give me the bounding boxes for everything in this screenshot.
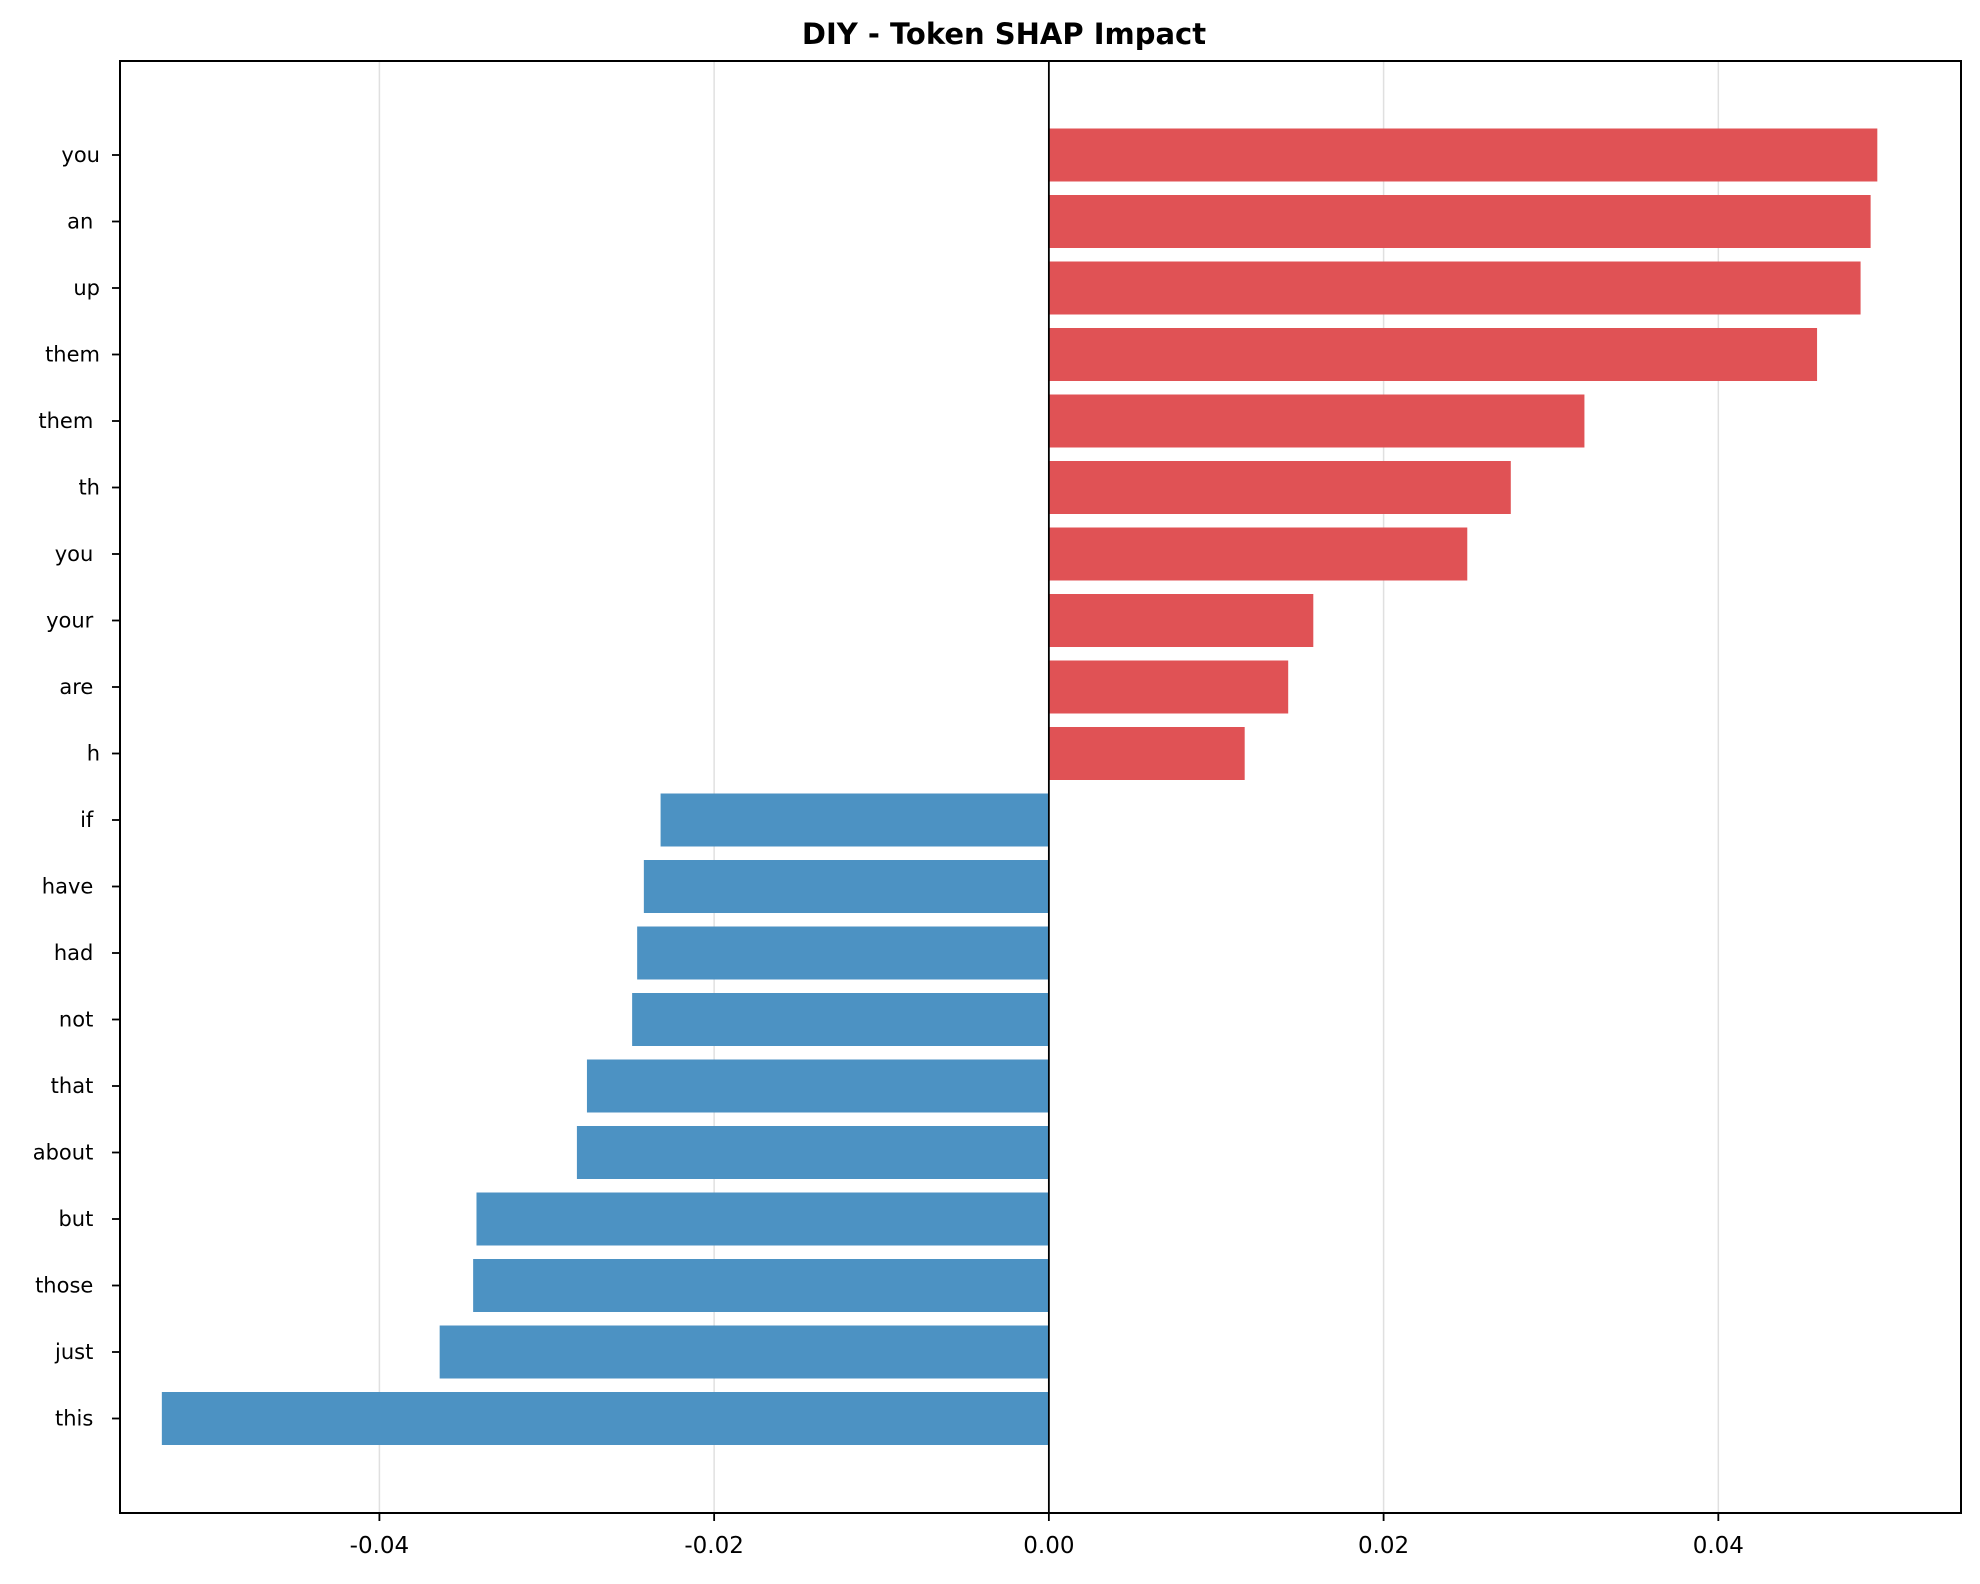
y-tick-label: are <box>59 675 100 699</box>
bar-positive <box>1048 128 1878 182</box>
y-tick-label: but <box>58 1207 100 1231</box>
bar-positive <box>1048 727 1245 780</box>
bar-positive <box>1048 461 1511 514</box>
y-tick-label: th <box>78 476 100 500</box>
bar-positive <box>1048 394 1585 448</box>
plot-frame <box>119 60 1962 1514</box>
y-tick-label: had <box>54 941 100 965</box>
x-tick-label: 0.00 <box>1023 1533 1074 1559</box>
y-tick-label: an <box>67 210 100 234</box>
bar-negative <box>439 1325 1049 1379</box>
y-tick-label: just <box>54 1340 100 1364</box>
bar-negative <box>643 860 1049 913</box>
y-tick-label: this <box>55 1407 100 1431</box>
bar-negative <box>637 926 1049 980</box>
y-tick-label: them <box>38 409 100 433</box>
y-tick-label: h <box>87 742 100 766</box>
y-tick-label: that <box>51 1074 100 1098</box>
x-axis: -0.04 -0.02 0.00 0.02 0.04 <box>350 1513 1744 1559</box>
x-tick-label: 0.04 <box>1693 1533 1744 1559</box>
bar-positive <box>1048 328 1818 381</box>
bar-positive <box>1048 195 1871 248</box>
bar-negative <box>632 993 1049 1046</box>
bar-positive <box>1048 594 1314 647</box>
y-tick-label: them <box>45 343 100 367</box>
y-tick-label: not <box>59 1008 100 1032</box>
y-tick-label: have <box>42 875 100 899</box>
y-tick-label: up <box>73 276 100 300</box>
bars <box>161 128 1878 1445</box>
bar-negative <box>476 1192 1049 1246</box>
bar-negative <box>660 793 1049 847</box>
x-tick-label: -0.02 <box>684 1533 744 1559</box>
chart-title: DIY - Token SHAP Impact <box>802 17 1206 51</box>
bar-negative <box>576 1126 1049 1179</box>
y-axis: you an up them them th you your are h if have… <box>33 143 120 1431</box>
x-tick-label: -0.04 <box>350 1533 410 1559</box>
bar-negative <box>161 1392 1049 1445</box>
y-tick-label: those <box>35 1274 100 1298</box>
bar-negative <box>586 1059 1049 1113</box>
y-tick-label: you <box>61 143 100 167</box>
bar-negative <box>473 1259 1049 1312</box>
bar-positive <box>1048 527 1468 581</box>
bar-positive <box>1048 261 1861 315</box>
y-tick-label: your <box>46 609 100 633</box>
bar-positive <box>1048 660 1289 714</box>
y-tick-label: if <box>80 808 100 832</box>
y-tick-label: about <box>33 1141 100 1165</box>
x-tick-label: 0.02 <box>1358 1533 1409 1559</box>
y-tick-label: you <box>55 542 100 566</box>
